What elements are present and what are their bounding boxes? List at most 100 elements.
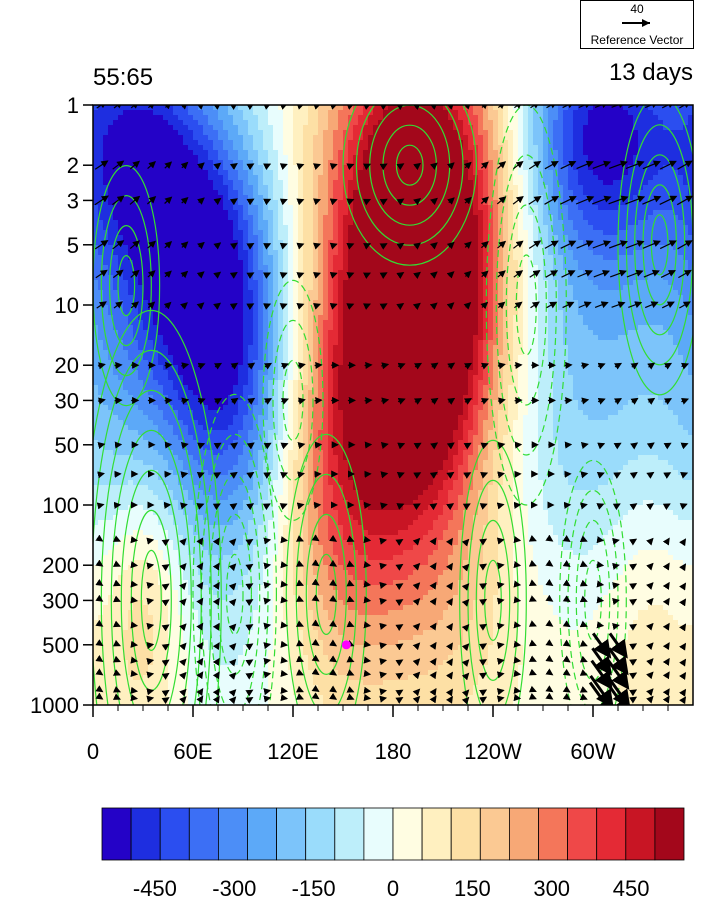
shading-cell [143, 145, 149, 151]
shading-cell [138, 245, 144, 251]
shading-cell [478, 130, 484, 136]
shading-cell [593, 115, 599, 121]
shading-cell [248, 155, 254, 161]
shading-cell [678, 205, 684, 211]
shading-cell [438, 205, 444, 211]
shading-cell [423, 295, 429, 301]
shading-cell [558, 190, 564, 196]
shading-cell [248, 260, 254, 266]
shading-cell [443, 130, 449, 136]
shading-cell [518, 290, 524, 296]
shading-cell [683, 290, 689, 296]
shading-cell [223, 145, 229, 151]
shading-cell [158, 230, 164, 236]
shading-cell [508, 170, 514, 176]
shading-cell [113, 290, 119, 296]
shading-cell [148, 110, 154, 116]
shading-cell [178, 210, 184, 216]
shading-cell [143, 265, 149, 271]
shading-cell [388, 270, 394, 276]
shading-cell [648, 130, 654, 136]
shading-cell [113, 125, 119, 131]
shading-cell [438, 120, 444, 126]
shading-cell [478, 115, 484, 121]
shading-cell [458, 205, 464, 211]
shading-cell [658, 225, 664, 231]
shading-cell [408, 255, 414, 261]
shading-cell [313, 155, 319, 161]
shading-cell [633, 155, 639, 161]
shading-cell [408, 270, 414, 276]
shading-cell [353, 145, 359, 151]
shading-cell [573, 155, 579, 161]
shading-cell [478, 190, 484, 196]
shading-cell [548, 280, 554, 286]
shading-cell [313, 195, 319, 201]
shading-cell [258, 135, 264, 141]
shading-cell [618, 145, 624, 151]
shading-cell [678, 210, 684, 216]
shading-cell [558, 290, 564, 296]
shading-cell [113, 295, 119, 301]
shading-cell [593, 140, 599, 146]
shading-cell [483, 180, 489, 186]
shading-cell [288, 180, 294, 186]
shading-cell [153, 185, 159, 191]
shading-cell [143, 140, 149, 146]
shading-cell [203, 245, 209, 251]
shading-cell [428, 310, 434, 316]
shading-cell [228, 120, 234, 126]
shading-cell [363, 215, 369, 221]
shading-cell [633, 280, 639, 286]
shading-cell [283, 190, 289, 196]
shading-cell [293, 180, 299, 186]
shading-cell [478, 225, 484, 231]
shading-cell [448, 135, 454, 141]
shading-cell [268, 180, 274, 186]
shading-cell [668, 235, 674, 241]
shading-cell [233, 110, 239, 116]
shading-cell [443, 285, 449, 291]
shading-cell [598, 195, 604, 201]
shading-cell [273, 145, 279, 151]
shading-cell [483, 190, 489, 196]
shading-cell [223, 105, 229, 111]
shading-cell [618, 115, 624, 121]
shading-cell [608, 225, 614, 231]
shading-cell [543, 145, 549, 151]
shading-cell [178, 280, 184, 286]
shading-cell [133, 265, 139, 271]
shading-cell [203, 120, 209, 126]
plot-area [93, 105, 693, 705]
shading-cell [168, 170, 174, 176]
shading-cell [128, 115, 134, 121]
shading-cell [233, 155, 239, 161]
shading-cell [218, 245, 224, 251]
shading-cell [418, 135, 424, 141]
shading-cell [498, 210, 504, 216]
shading-cell [513, 180, 519, 186]
shading-cell [533, 145, 539, 151]
shading-cell [318, 115, 324, 121]
shading-cell [113, 230, 119, 236]
shading-cell [503, 135, 509, 141]
shading-cell [328, 305, 334, 311]
shading-cell [328, 290, 334, 296]
shading-cell [453, 195, 459, 201]
shading-cell [388, 150, 394, 156]
shading-cell [213, 275, 219, 281]
shading-cell [143, 295, 149, 301]
shading-cell [373, 205, 379, 211]
shading-cell [338, 280, 344, 286]
shading-cell [483, 220, 489, 226]
shading-cell [528, 145, 534, 151]
shading-cell [488, 140, 494, 146]
shading-cell [478, 245, 484, 251]
shading-cell [423, 180, 429, 186]
shading-cell [163, 235, 169, 241]
shading-cell [198, 265, 204, 271]
shading-cell [268, 260, 274, 266]
shading-cell [293, 225, 299, 231]
shading-cell [168, 220, 174, 226]
shading-cell [423, 280, 429, 286]
